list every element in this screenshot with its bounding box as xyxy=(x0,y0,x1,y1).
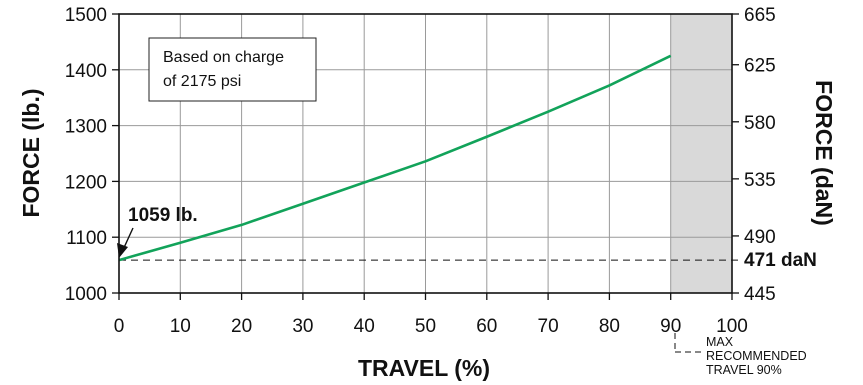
y2-tick-label: 665 xyxy=(744,5,776,26)
max-note-line-1: MAX xyxy=(706,335,734,349)
y-tick-label: 1300 xyxy=(65,117,107,138)
x-tick-label: 70 xyxy=(538,316,559,337)
y-axis-title: FORCE (lb.) xyxy=(18,88,44,217)
x-tick-label: 80 xyxy=(599,316,620,337)
y2-axis-title: FORCE (daN) xyxy=(811,80,837,226)
y2-tick-label: 490 xyxy=(744,227,776,248)
ticks-layer: 0 10 20 30 40 50 60 70 80 90 100 1000 1100 1200 1300 14… xyxy=(65,5,776,337)
x-tick-label: 90 xyxy=(660,316,681,337)
shade-layer xyxy=(670,14,732,293)
force-series-line xyxy=(118,54,672,262)
max-note-line-3: TRAVEL 90% xyxy=(706,363,782,377)
x-tick-label: 40 xyxy=(354,316,375,337)
x-tick-label: 50 xyxy=(415,316,436,337)
y2-tick-label: 625 xyxy=(744,56,776,77)
y-tick-label: 1000 xyxy=(65,284,107,305)
right-reference-label: 471 daN xyxy=(744,250,817,271)
y2-tick-label: 580 xyxy=(744,113,776,134)
start-value-arrow-head xyxy=(117,243,128,258)
x-tick-label: 60 xyxy=(476,316,497,337)
x-axis-title: TRAVEL (%) xyxy=(358,355,490,381)
y-tick-label: 1500 xyxy=(65,5,107,26)
note-line-1: Based on charge xyxy=(163,49,284,66)
x-tick-label: 20 xyxy=(231,316,252,337)
x-tick-label: 100 xyxy=(716,316,748,337)
y2-tick-label: 535 xyxy=(744,170,776,191)
series-layer xyxy=(118,54,672,262)
x-tick-label: 10 xyxy=(170,316,191,337)
y-tick-label: 1100 xyxy=(66,228,107,249)
max-note-line-2: RECOMMENDED xyxy=(706,349,807,363)
x-tick-label: 0 xyxy=(114,316,125,337)
start-value-label: 1059 lb. xyxy=(128,205,198,226)
note-box xyxy=(148,37,317,102)
y-tick-label: 1400 xyxy=(65,61,107,82)
note-line-2: of 2175 psi xyxy=(163,73,241,90)
y-tick-label: 1200 xyxy=(65,172,107,193)
max-travel-shade xyxy=(670,14,732,293)
x-tick-label: 30 xyxy=(292,316,313,337)
y2-tick-label: 445 xyxy=(744,284,776,305)
